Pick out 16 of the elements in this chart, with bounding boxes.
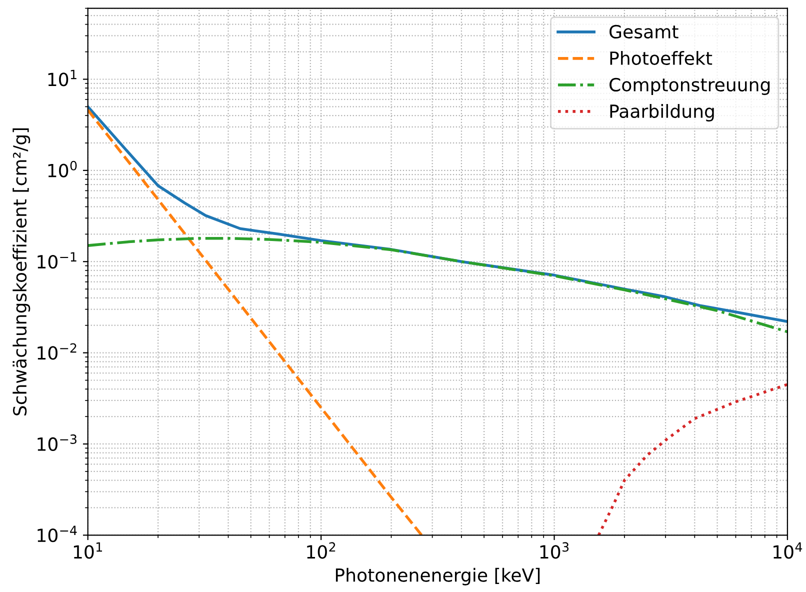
y-tick-label: 10$^{−2}$ bbox=[38, 343, 76, 360]
legend-label: Paarbildung bbox=[610, 104, 714, 122]
legend-label: Gesamt bbox=[610, 24, 678, 39]
x-tick-label: 10$^{2}$ bbox=[307, 542, 336, 559]
y-tick-label: 10$^{−1}$ bbox=[38, 252, 76, 269]
y-tick-label: 10$^{−3}$ bbox=[38, 434, 76, 451]
y-tick-label: 10$^{0}$ bbox=[48, 160, 77, 178]
x-tick-label: 10$^{3}$ bbox=[540, 542, 569, 559]
legend-label: Photoeffekt bbox=[610, 51, 712, 66]
x-tick-label: 10$^{4}$ bbox=[774, 542, 802, 559]
y-tick-label: 10$^{−4}$ bbox=[38, 526, 77, 542]
x-tick-label: 10$^{1}$ bbox=[74, 542, 102, 559]
y-axis-title: Schwächungskoeffizient [cm²/g] bbox=[12, 128, 30, 416]
y-tick-label: 10$^{1}$ bbox=[48, 70, 76, 86]
legend-label: Comptonstreuung bbox=[610, 78, 770, 96]
x-axis-title: Photonenenergie [keV] bbox=[336, 568, 540, 586]
